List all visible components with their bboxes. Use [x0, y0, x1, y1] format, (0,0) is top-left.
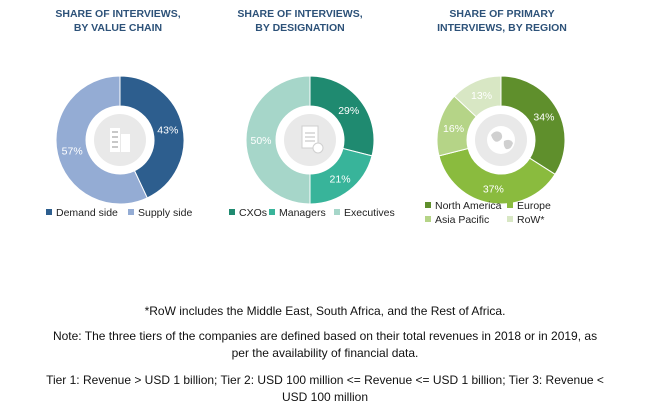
- building-icon: [110, 128, 130, 152]
- legend-label: Managers: [279, 207, 326, 219]
- slice-label: 29%: [338, 105, 359, 117]
- legend-item: Supply side: [128, 206, 192, 220]
- legend-label: CXOs: [239, 207, 268, 219]
- slice-label: 37%: [483, 183, 504, 195]
- tiers-note-line: per the availability of financial data.: [231, 346, 419, 360]
- legend-label: RoW*: [517, 214, 545, 226]
- pie-slice: [453, 75, 502, 118]
- pie-slice: [55, 75, 148, 205]
- tiers-note-line: Note: The three tiers of the companies a…: [52, 329, 598, 343]
- chart-title-line: SHARE OF PRIMARY: [449, 8, 555, 20]
- chart-title-line: SHARE OF INTERVIEWS,: [55, 8, 181, 20]
- slice-label: 43%: [157, 124, 178, 136]
- donut-chart-region: 34% 37% 16% 13%: [436, 75, 566, 205]
- chart-title-line: BY VALUE CHAIN: [73, 22, 163, 34]
- legend-swatch: [229, 209, 235, 216]
- legend-item: Europe: [507, 199, 551, 213]
- chart-title-designation: SHARE OF INTERVIEWS, BY DESIGNATION: [215, 7, 385, 35]
- slice-label: 13%: [471, 90, 492, 102]
- pie-slice: [309, 75, 375, 157]
- legend-label: Supply side: [138, 207, 193, 219]
- legend-label: Demand side: [56, 207, 118, 219]
- slice-label: 34%: [533, 111, 554, 123]
- legend-swatch: [128, 209, 134, 216]
- slice-label: 57%: [62, 146, 83, 158]
- legend-swatch: [269, 209, 275, 216]
- pie-slice: [500, 75, 566, 175]
- legend-label: Asia Pacific: [435, 214, 490, 226]
- donut-chart-value-chain: 43% 57%: [55, 75, 185, 205]
- tiers-note: Note: The three tiers of the companies a…: [0, 328, 650, 362]
- legend-label: Europe: [517, 200, 551, 212]
- legend-item: Asia Pacific: [425, 213, 489, 227]
- legend-label: Executives: [344, 207, 395, 219]
- pie-slice: [438, 147, 556, 205]
- chart-title-line: SHARE OF INTERVIEWS,: [237, 8, 363, 20]
- legend-item: North America: [425, 199, 502, 213]
- legend-swatch: [425, 202, 431, 209]
- legend-item: Demand side: [46, 206, 118, 220]
- pie-slice: [119, 75, 185, 199]
- legend-swatch: [46, 209, 52, 216]
- donut-chart-designation: 29% 21% 50%: [245, 75, 375, 205]
- tier-definitions: Tier 1: Revenue > USD 1 billion; Tier 2:…: [0, 372, 650, 406]
- legend-swatch: [507, 216, 513, 223]
- slice-label: 50%: [250, 135, 271, 147]
- legend-swatch: [334, 209, 340, 216]
- legend-item: CXOs: [229, 206, 267, 220]
- legend-label: North America: [435, 200, 502, 212]
- document-icon: [301, 125, 324, 154]
- chart-title-line: BY DESIGNATION: [255, 22, 345, 34]
- tier-definitions-line: Tier 1: Revenue > USD 1 billion; Tier 2:…: [46, 373, 604, 387]
- slice-label: 21%: [330, 174, 351, 186]
- legend-item: Executives: [334, 206, 395, 220]
- chart-title-line: INTERVIEWS, BY REGION: [437, 22, 567, 34]
- row-footnote: *RoW includes the Middle East, South Afr…: [144, 304, 506, 318]
- tier-definitions-line: USD 100 million: [281, 390, 369, 404]
- slice-label: 16%: [443, 123, 464, 135]
- globe-icon: [487, 126, 515, 154]
- chart-title-value-chain: SHARE OF INTERVIEWS, BY VALUE CHAIN: [33, 7, 203, 35]
- pie-slice: [245, 75, 311, 205]
- legend-item: Managers: [269, 206, 326, 220]
- chart-title-region: SHARE OF PRIMARY INTERVIEWS, BY REGION: [417, 7, 587, 35]
- legend-item: RoW*: [507, 213, 544, 227]
- legend-swatch: [507, 202, 513, 209]
- legend-swatch: [425, 216, 431, 223]
